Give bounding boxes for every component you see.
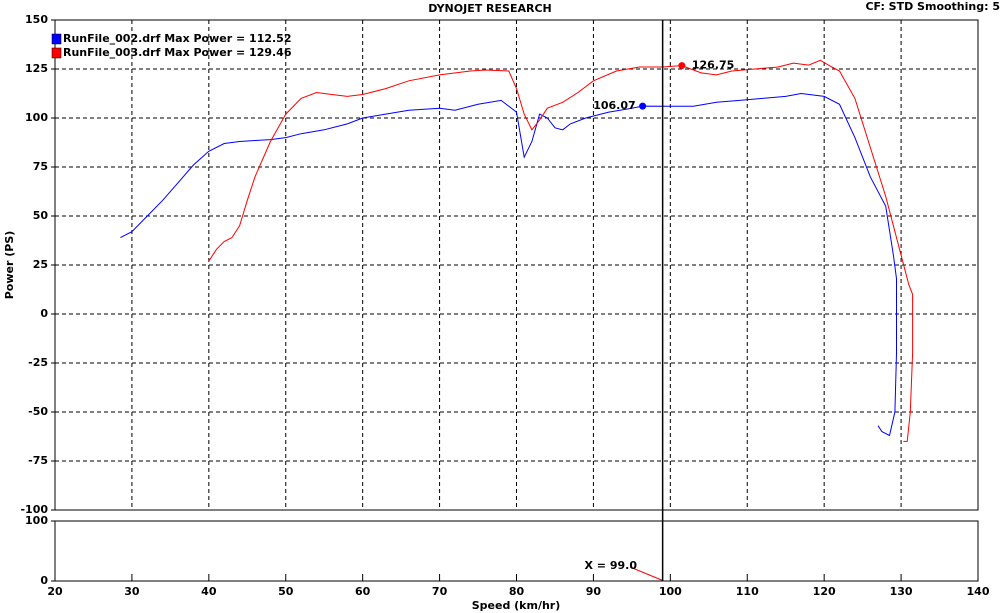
lower-plot-frame bbox=[54, 520, 979, 582]
y-tick-label: -25 bbox=[28, 356, 48, 369]
y-tick-label: -100 bbox=[20, 503, 48, 516]
y-tick-label: 75 bbox=[33, 160, 48, 173]
y-tick-label: 50 bbox=[33, 209, 49, 222]
cursor-pointer bbox=[629, 566, 665, 582]
y-tick-label: -50 bbox=[28, 405, 48, 418]
y-tick-label: 100 bbox=[25, 514, 48, 527]
x-tick-label: 130 bbox=[890, 585, 913, 598]
legend-swatch bbox=[51, 47, 62, 59]
x-tick-label: 120 bbox=[813, 585, 836, 598]
cursor-label: X = 99.0 bbox=[585, 559, 638, 572]
x-axis-label: Speed (km/hr) bbox=[472, 599, 561, 612]
x-tick-label: 90 bbox=[586, 585, 602, 598]
x-tick-label: 50 bbox=[278, 585, 294, 598]
y-tick-label: 150 bbox=[25, 13, 48, 26]
cursor-marker bbox=[639, 102, 647, 110]
legend-swatch bbox=[51, 33, 62, 45]
cursor-marker bbox=[678, 62, 686, 70]
y-tick-label: 0 bbox=[40, 307, 48, 320]
cursor-value-label: 106.07 bbox=[593, 99, 635, 112]
cursor-value-label: 126.75 bbox=[692, 59, 734, 72]
x-tick-label: 80 bbox=[509, 585, 525, 598]
legend-label: RunFile_003.drf Max Power = 129.46 bbox=[63, 46, 292, 59]
x-tick-label: 100 bbox=[659, 585, 682, 598]
series-line bbox=[120, 92, 897, 437]
x-tick-label: 20 bbox=[47, 585, 63, 598]
y-tick-label: 125 bbox=[25, 62, 48, 75]
chart-title: DYNOJET RESEARCH bbox=[428, 2, 551, 15]
x-tick-label: 30 bbox=[124, 585, 140, 598]
chart-subtitle: CF: STD Smoothing: 5 bbox=[865, 0, 1000, 13]
series-line bbox=[208, 59, 914, 442]
y-tick-label: 25 bbox=[33, 258, 48, 271]
y-tick-label: 100 bbox=[25, 111, 48, 124]
x-tick-label: 40 bbox=[201, 585, 217, 598]
x-tick-label: 70 bbox=[432, 585, 448, 598]
x-tick-label: 140 bbox=[967, 585, 990, 598]
y-tick-label: 0 bbox=[40, 574, 48, 587]
legend-label: RunFile_002.drf Max Power = 112.52 bbox=[63, 32, 292, 45]
x-tick-label: 60 bbox=[355, 585, 371, 598]
x-tick-label: 110 bbox=[736, 585, 759, 598]
y-tick-label: -75 bbox=[28, 454, 48, 467]
y-axis-label: Power (PS) bbox=[3, 231, 16, 300]
